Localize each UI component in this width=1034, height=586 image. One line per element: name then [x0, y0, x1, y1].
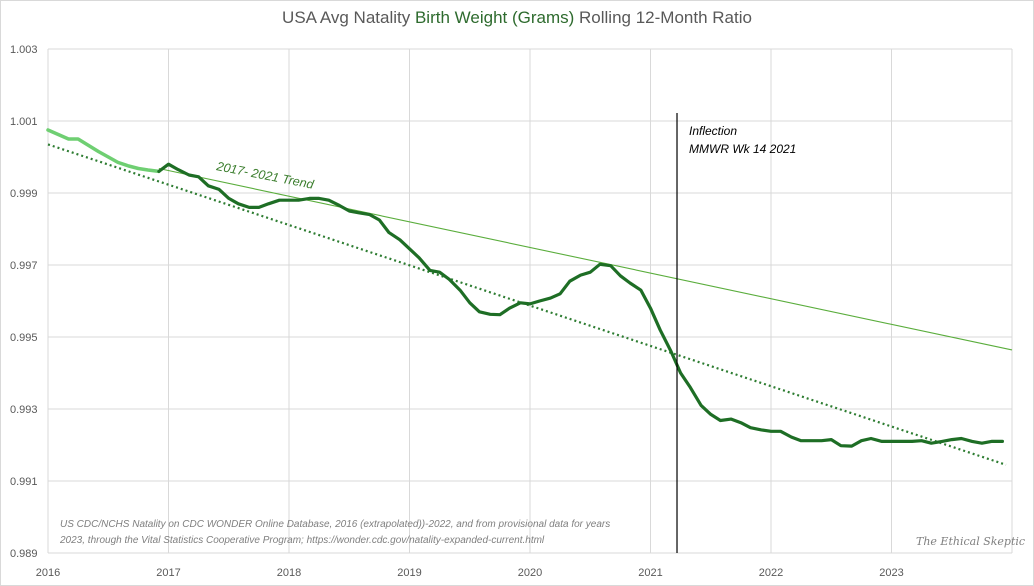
title-prefix: USA Avg Natality: [282, 8, 415, 27]
inflection-label-line2: MMWR Wk 14 2021: [689, 142, 796, 156]
y-tick-label: 1.001: [10, 116, 38, 128]
x-tick-label: 2019: [397, 567, 421, 579]
x-tick-label: 2023: [879, 567, 903, 579]
series-main-line: [157, 162, 1005, 448]
x-tick-label: 2021: [638, 567, 662, 579]
x-axis-ticks: 2016 2017 2018 2019 2020 2021 2022 2023: [36, 567, 904, 579]
trend-label: 2017- 2021 Trend: [214, 159, 315, 192]
y-tick-label: 1.003: [10, 44, 38, 56]
title-highlight: Birth Weight (Grams): [414, 8, 575, 27]
y-tick-label: 0.995: [10, 332, 38, 344]
x-tick-label: 2020: [518, 567, 542, 579]
y-tick-label: 0.991: [10, 476, 38, 488]
y-tick-label: 0.993: [10, 404, 38, 416]
inflection-label-line1: Inflection: [689, 124, 737, 138]
x-tick-label: 2022: [759, 567, 783, 579]
x-tick-label: 2016: [36, 567, 60, 579]
y-tick-label: 0.999: [10, 188, 38, 200]
source-note-line2: 2023, through the Vital Statistics Coope…: [59, 535, 545, 546]
title-suffix: Rolling 12-Month Ratio: [574, 8, 752, 27]
gridlines: [47, 48, 1013, 554]
x-tick-label: 2018: [277, 567, 301, 579]
series-group: [46, 128, 1013, 466]
x-tick-label: 2017: [156, 567, 180, 579]
source-note-line1: US CDC/NCHS Natality on CDC WONDER Onlin…: [60, 519, 610, 530]
trend-2017-2021-line: [158, 167, 1013, 351]
annotations: 2017- 2021 Trend Inflection MMWR Wk 14 2…: [59, 113, 1025, 553]
chart-title: USA Avg Natality Birth Weight (Grams) Ro…: [0, 8, 1034, 28]
y-tick-label: 0.989: [10, 548, 38, 560]
watermark: The Ethical Skeptic: [916, 535, 1025, 548]
series-2016-extrapolated-line: [46, 128, 161, 174]
y-axis-ticks: 1.003 1.001 0.999 0.997 0.995 0.993 0.991 0.989: [10, 44, 38, 560]
y-tick-label: 0.997: [10, 260, 38, 272]
